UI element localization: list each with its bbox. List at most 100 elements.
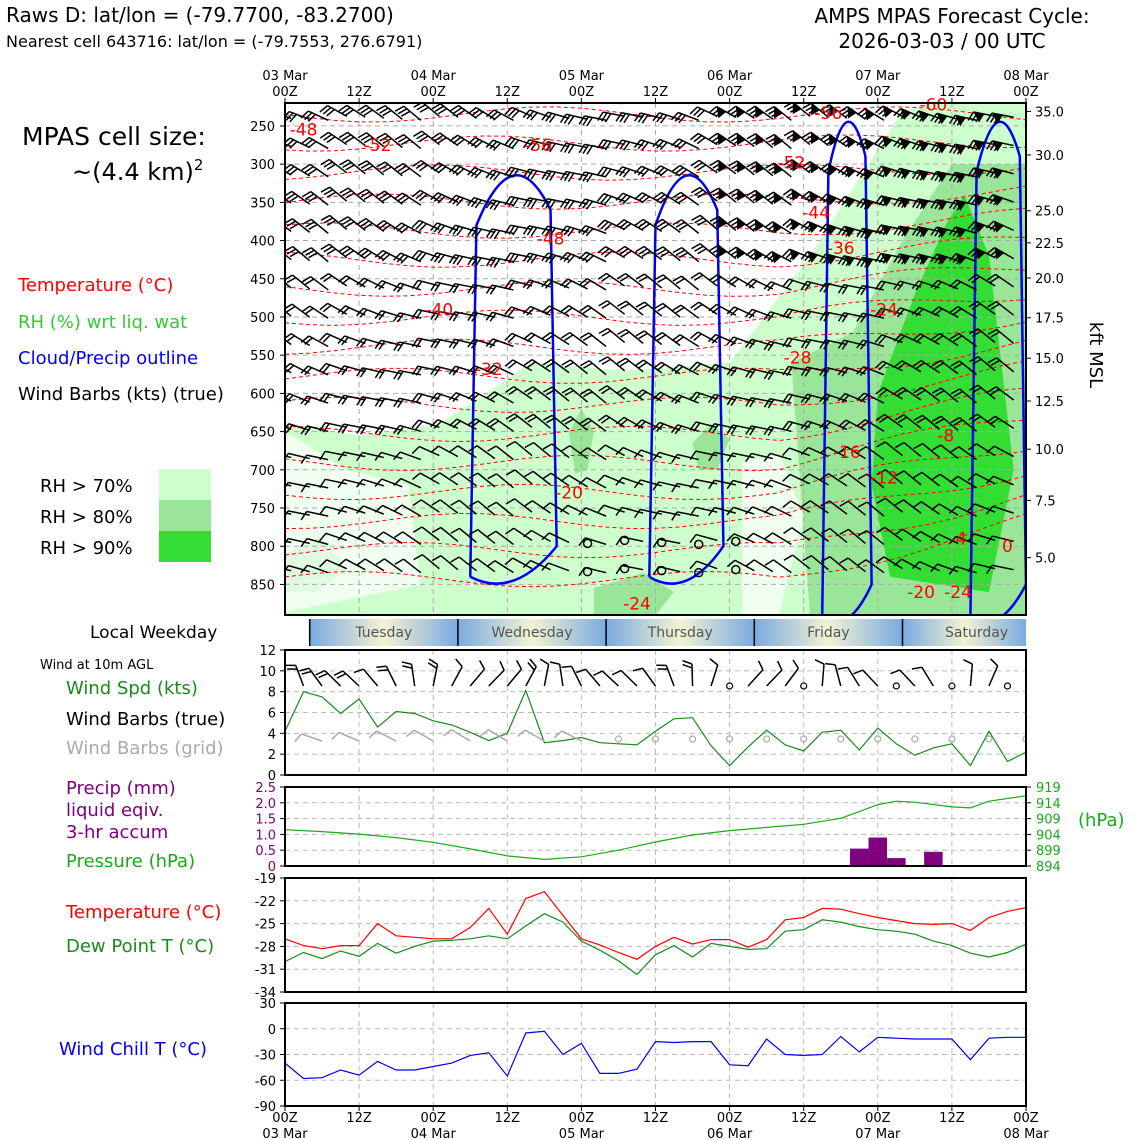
- wind-barb-feather: [600, 167, 608, 177]
- wind-barb-feather: [418, 193, 428, 202]
- wind-barb-feather: [294, 733, 302, 743]
- wind-barb-feather: [542, 359, 552, 366]
- wind-barb-feather: [930, 142, 938, 152]
- wind-barb-feather: [381, 253, 391, 262]
- wind-barb-feather: [987, 386, 997, 393]
- wind-barb-shaft: [808, 446, 829, 458]
- wind-barb-feather: [967, 139, 975, 150]
- wind-barb-feather: [504, 196, 512, 206]
- wind-barb-feather: [856, 312, 864, 322]
- wind-barb-feather: [326, 191, 337, 198]
- wind-barb-feather: [912, 501, 922, 509]
- wind-barb-feather: [545, 389, 556, 396]
- wind-barb-feather: [674, 336, 684, 344]
- temperature-panel-frame: [284, 877, 1027, 993]
- wind-barb-feather: [567, 255, 576, 264]
- wind-barb-feather: [986, 445, 995, 454]
- wind-barb-feather: [652, 566, 660, 576]
- wind-barb-feather: [430, 310, 437, 320]
- wind-barb-feather: [763, 505, 773, 514]
- temperature-contour-label: -24: [623, 595, 651, 615]
- wind-barb-feather: [485, 169, 494, 179]
- precip-bar: [924, 851, 943, 866]
- wind-barb-feather: [783, 130, 794, 137]
- hour-tick-label: 00Z: [420, 1111, 446, 1126]
- calm-wind-circle: [892, 682, 900, 690]
- wind-barb-feather: [450, 499, 460, 506]
- wind-barb-feather: [264, 566, 270, 574]
- wind-barb-feather: [582, 116, 590, 126]
- wind-barb-shaft: [601, 670, 619, 687]
- wind-barb-feather: [652, 451, 660, 461]
- wind-barb-feather: [411, 392, 419, 402]
- wind-barb-feather: [622, 222, 632, 231]
- wind-barb-feather: [633, 479, 642, 489]
- wind-barb-feather: [271, 223, 279, 228]
- wind-barb-shaft: [973, 533, 996, 542]
- wind-barb-feather: [693, 161, 703, 169]
- wind-barb-feather: [745, 532, 754, 541]
- wind-barb-feather: [823, 340, 830, 350]
- wind-barb-flag: [773, 192, 783, 205]
- wind-barb-feather: [394, 134, 405, 141]
- wind-barb-feather: [567, 200, 575, 210]
- wind-barb-feather: [511, 110, 520, 119]
- wind-barb-feather: [893, 138, 901, 147]
- wind-barb-shaft: [532, 470, 551, 486]
- wind-barb-shaft: [439, 499, 459, 514]
- wind-barb-feather: [931, 473, 941, 481]
- wind-barb-feather: [452, 225, 460, 235]
- wind-barb-feather: [578, 251, 587, 260]
- wind-barb-feather: [559, 252, 568, 261]
- wind-barb-feather: [378, 425, 386, 435]
- wind-barb-feather: [689, 421, 697, 431]
- value-tick-label: -30: [255, 1049, 276, 1064]
- wind-barb-flag: [882, 136, 893, 148]
- wind-barb-feather: [601, 302, 611, 309]
- wind-barb-feather: [360, 162, 371, 169]
- wind-barb-feather: [857, 446, 867, 453]
- wind-barb-feather: [504, 557, 514, 566]
- date-tick-label: 08 Mar: [1003, 1127, 1049, 1140]
- wind-barb-shaft: [847, 666, 860, 687]
- wind-barb-flag: [918, 254, 929, 266]
- wind-barb-feather: [304, 426, 312, 436]
- wind-barb-feather: [804, 311, 812, 321]
- temperature-contour: [285, 134, 1026, 152]
- wind-barb-feather: [674, 425, 683, 435]
- wind-barb-shaft: [604, 474, 625, 485]
- wind-barb-feather: [678, 196, 688, 204]
- date-tick-label: 07 Mar: [855, 69, 901, 84]
- hour-tick-label: 12Z: [643, 85, 669, 100]
- wind-barb-feather: [894, 499, 904, 506]
- wind-barb-feather: [819, 393, 827, 403]
- wind-barb-feather: [433, 393, 442, 403]
- wind-barb-feather: [874, 135, 883, 144]
- wind-barb-feather: [559, 198, 567, 208]
- kft-tick-label: 17.5: [1035, 312, 1064, 327]
- wind-barb-shaft: [622, 446, 644, 458]
- wind-barb-feather: [489, 420, 500, 428]
- wind-barb-feather: [541, 198, 549, 208]
- wind-barb-feather: [785, 421, 794, 431]
- wind-barb-feather: [932, 415, 942, 422]
- wind-barb-feather: [913, 387, 923, 394]
- wind-barb-feather: [582, 334, 593, 342]
- wind-barb-feather: [804, 367, 812, 377]
- wind-barb-feather: [507, 334, 517, 343]
- rh-legend-90: RH > 90%: [40, 538, 133, 559]
- wind-barb-feather: [671, 364, 680, 372]
- wind-barb-feather: [563, 253, 572, 262]
- wind-barb-feather: [419, 252, 427, 262]
- wind-barb-feather: [396, 224, 406, 232]
- wind-barb-flag: [883, 106, 893, 118]
- wind-barb-flag: [936, 171, 948, 183]
- wind-barb-feather: [689, 534, 697, 544]
- wind-barb-feather: [819, 193, 828, 202]
- wind-barb-feather: [393, 504, 403, 512]
- wind-barb-feather: [856, 419, 866, 427]
- wind-barb-flag: [792, 130, 802, 143]
- wind-barb-feather: [542, 472, 552, 480]
- wind-barb-feather: [304, 396, 312, 406]
